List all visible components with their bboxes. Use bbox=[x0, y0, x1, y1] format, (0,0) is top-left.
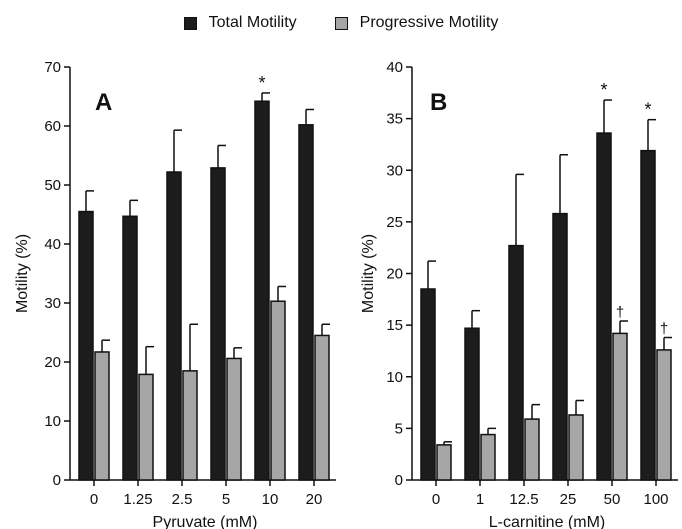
y-tick-label: 0 bbox=[53, 472, 61, 489]
bar bbox=[552, 212, 568, 481]
y-tick-label: 35 bbox=[386, 111, 403, 128]
x-tick-label: 25 bbox=[560, 491, 577, 508]
bar bbox=[254, 100, 270, 481]
y-tick-label: 40 bbox=[386, 59, 403, 76]
bar bbox=[166, 171, 182, 481]
y-tick-label: 30 bbox=[386, 162, 403, 179]
y-tick-label: 40 bbox=[44, 236, 61, 253]
y-tick-label: 10 bbox=[44, 413, 61, 430]
y-axis-title: Motility (%) bbox=[14, 234, 31, 313]
x-tick-label: 0 bbox=[432, 491, 440, 508]
bar bbox=[314, 334, 330, 481]
x-tick-label: 5 bbox=[222, 491, 230, 508]
panel-a: 0 10 20 30 40 50 60 70 0 1.25 2.5 5 10 20 Pyruvate (mM… bbox=[14, 59, 336, 529]
legend-label-total: Total Motility bbox=[208, 14, 297, 31]
bar bbox=[298, 124, 314, 481]
x-axis-title: L-carnitine (mM) bbox=[489, 514, 605, 529]
significance-marker: † bbox=[616, 304, 624, 321]
panel-b: 0 5 10 15 20 25 30 35 40 0 1 12.5 25 50 100 L-carnitine… bbox=[360, 59, 678, 529]
bar bbox=[640, 149, 656, 481]
legend-swatch-total bbox=[183, 16, 197, 30]
x-tick-label: 1 bbox=[476, 491, 484, 508]
bar bbox=[524, 418, 540, 481]
significance-marker: † bbox=[660, 321, 668, 338]
bar bbox=[226, 357, 242, 481]
bar bbox=[270, 300, 286, 481]
bar bbox=[480, 433, 496, 481]
legend-item-total: Total Motility bbox=[183, 14, 297, 32]
bar bbox=[78, 210, 94, 481]
bar bbox=[420, 288, 436, 481]
bar bbox=[210, 167, 226, 481]
y-tick-label: 10 bbox=[386, 369, 403, 386]
x-tick-label: 20 bbox=[306, 491, 323, 508]
y-tick-label: 50 bbox=[44, 177, 61, 194]
y-tick-label: 0 bbox=[395, 472, 403, 489]
y-tick-label: 70 bbox=[44, 59, 61, 76]
bar bbox=[436, 444, 452, 481]
y-tick-label: 25 bbox=[386, 214, 403, 231]
bar bbox=[182, 370, 198, 481]
x-tick-label: 12.5 bbox=[509, 491, 538, 508]
x-tick-label: 100 bbox=[643, 491, 668, 508]
bar bbox=[138, 373, 154, 481]
bar bbox=[122, 215, 138, 481]
x-tick-label: 10 bbox=[262, 491, 279, 508]
bar bbox=[464, 327, 480, 481]
bar bbox=[596, 132, 612, 481]
x-tick-label: 50 bbox=[604, 491, 621, 508]
panel-label: B bbox=[430, 89, 447, 116]
y-tick-label: 30 bbox=[44, 295, 61, 312]
legend: Total Motility Progressive Motility bbox=[0, 14, 682, 32]
bar bbox=[508, 244, 524, 481]
legend-label-progressive: Progressive Motility bbox=[359, 14, 499, 31]
y-tick-label: 15 bbox=[386, 317, 403, 334]
y-tick-label: 5 bbox=[395, 420, 403, 437]
bar bbox=[612, 332, 628, 481]
y-tick-label: 60 bbox=[44, 118, 61, 135]
x-axis-title: Pyruvate (mM) bbox=[153, 514, 258, 529]
significance-marker: * bbox=[644, 100, 651, 120]
bar bbox=[94, 351, 110, 481]
significance-marker: * bbox=[600, 80, 607, 100]
legend-item-progressive: Progressive Motility bbox=[334, 14, 499, 32]
legend-swatch-progressive bbox=[334, 16, 348, 30]
x-tick-label: 2.5 bbox=[172, 491, 193, 508]
bar bbox=[656, 349, 672, 481]
y-tick-label: 20 bbox=[44, 354, 61, 371]
bar bbox=[568, 414, 584, 481]
significance-marker: * bbox=[258, 73, 265, 93]
y-axis-title: Motility (%) bbox=[360, 234, 377, 313]
x-tick-label: 0 bbox=[90, 491, 98, 508]
y-tick-label: 20 bbox=[386, 266, 403, 283]
panel-label: A bbox=[95, 89, 112, 116]
x-tick-label: 1.25 bbox=[123, 491, 152, 508]
